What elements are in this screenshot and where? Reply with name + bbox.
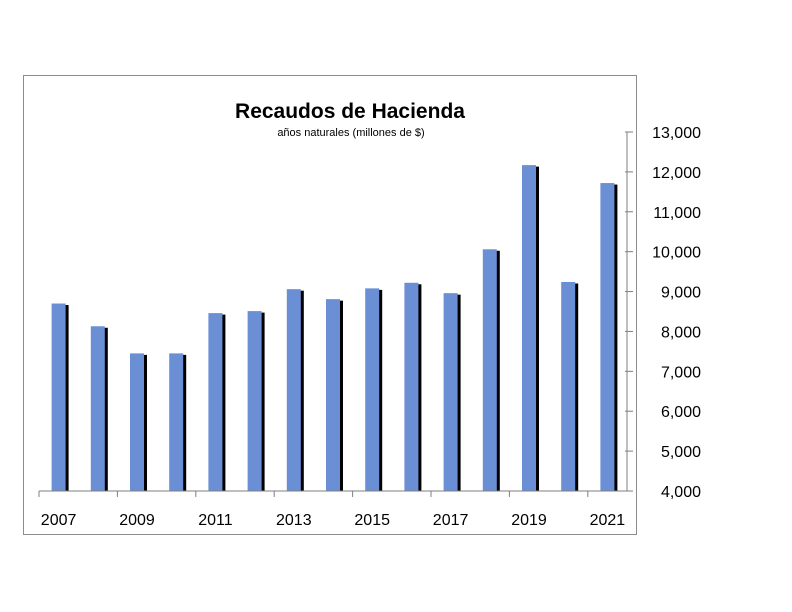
bar [365, 288, 380, 491]
bar [169, 353, 184, 491]
y-tick-label: 9,000 [661, 285, 701, 302]
bar [286, 289, 301, 491]
bar [208, 313, 223, 491]
x-tick-label: 2019 [511, 512, 547, 529]
bars-group [51, 165, 618, 491]
y-tick-label: 11,000 [653, 205, 701, 222]
x-tick-label: 2015 [354, 512, 390, 529]
x-tick-label: 2013 [276, 512, 312, 529]
x-axis-ticks-group: 2007 2009 2011 2013 2015 2017 2019 2021 [38, 491, 626, 529]
chart-subtitle: años naturales (millones de $) [277, 127, 424, 139]
bar [404, 282, 419, 491]
x-tick-label: 2021 [590, 512, 626, 529]
x-tick-label: 2009 [119, 512, 155, 529]
x-tick-label: 2017 [433, 512, 469, 529]
y-tick-label: 5,000 [661, 444, 701, 461]
y-tick-label: 6,000 [661, 404, 701, 421]
bar [326, 299, 340, 491]
y-tick-label: 4,000 [661, 484, 701, 501]
bar [522, 165, 536, 491]
y-axis-ticks-group: 4,000 5,000 6,000 7,000 8,000 9,000 10,000 11,0… [625, 125, 701, 501]
y-tick-label: 10,000 [652, 245, 701, 262]
bar [600, 183, 615, 491]
x-tick-label: 2011 [198, 512, 233, 529]
y-tick-label: 7,000 [661, 364, 701, 381]
bar [130, 353, 144, 491]
axes-group [39, 132, 628, 492]
bar [443, 293, 458, 491]
x-tick-label: 2007 [41, 512, 77, 529]
bar [482, 249, 497, 491]
y-tick-label: 13,000 [652, 125, 701, 142]
y-tick-label: 12,000 [652, 165, 701, 182]
bar [247, 311, 262, 491]
y-tick-label: 8,000 [661, 324, 701, 341]
bar [561, 281, 576, 491]
bar [90, 326, 105, 491]
bar [51, 303, 66, 491]
chart-title: Recaudos de Hacienda [235, 100, 465, 123]
